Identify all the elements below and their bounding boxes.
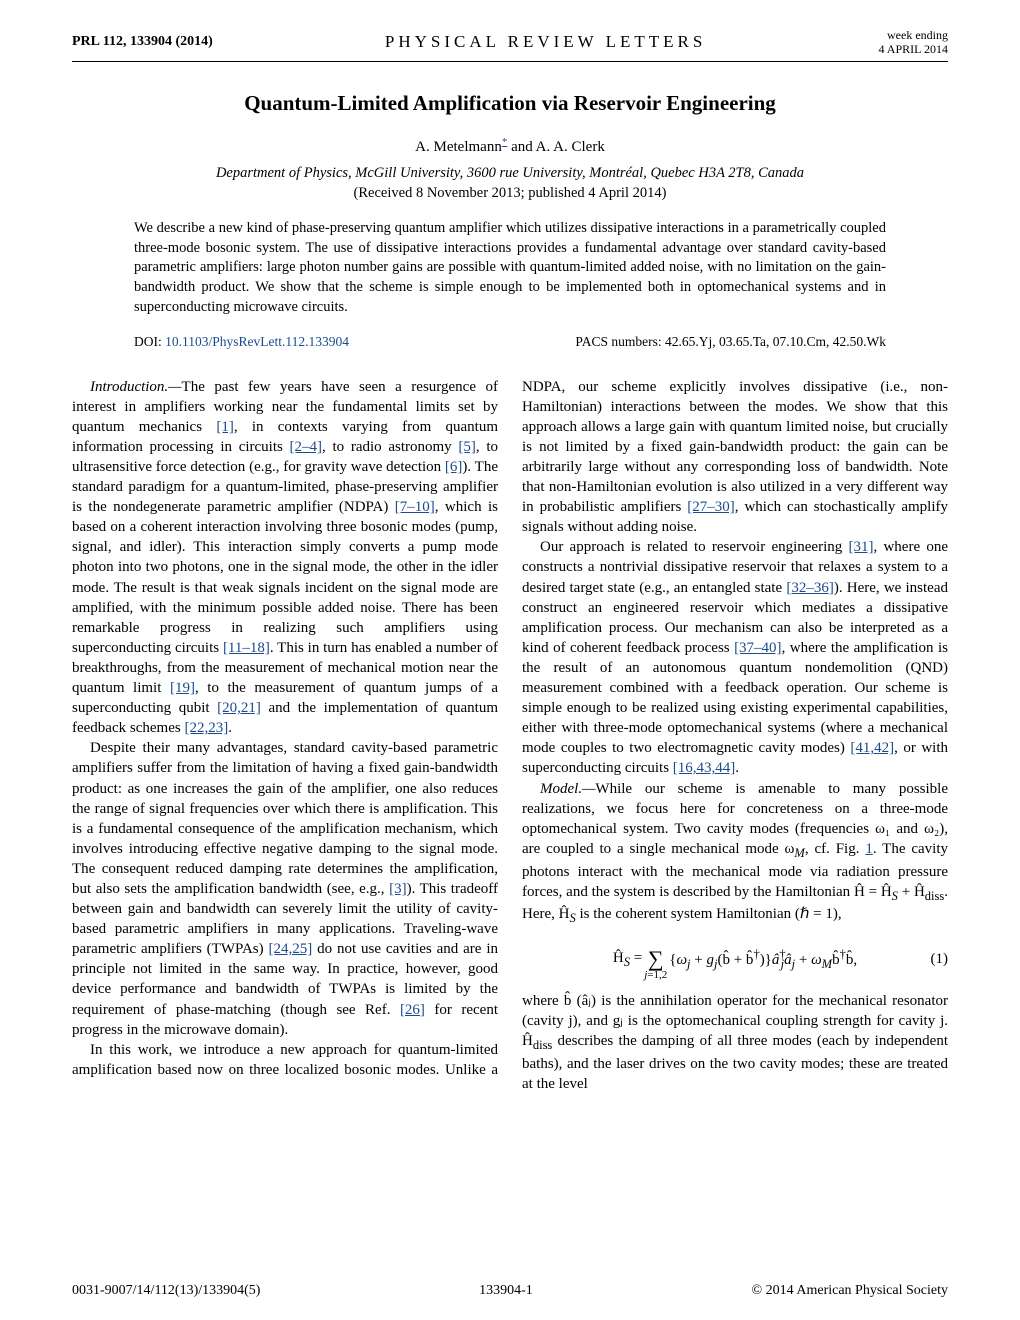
- doi: DOI: 10.1103/PhysRevLett.112.133904: [134, 333, 349, 351]
- citation-link[interactable]: [3]: [389, 881, 407, 897]
- citation-link[interactable]: [2–4]: [290, 439, 323, 455]
- header-prl-id: PRL 112, 133904 (2014): [72, 33, 213, 51]
- section-model: Model.—: [540, 781, 595, 797]
- citation-link[interactable]: [24,25]: [269, 941, 313, 957]
- citation-link[interactable]: [22,23]: [184, 720, 228, 736]
- doi-link[interactable]: 10.1103/PhysRevLett.112.133904: [165, 334, 349, 349]
- citation-link[interactable]: [31]: [848, 539, 873, 555]
- affiliation: Department of Physics, McGill University…: [72, 164, 948, 183]
- journal-name: PHYSICAL REVIEW LETTERS: [213, 31, 879, 53]
- citation-link[interactable]: [37–40]: [734, 640, 782, 656]
- article-title: Quantum-Limited Amplification via Reserv…: [72, 90, 948, 117]
- hamiltonian-inline: Ĥ = ĤS + Ĥdiss: [854, 884, 944, 900]
- figure-link[interactable]: 1: [865, 841, 873, 857]
- page-footer: 0031-9007/14/112(13)/133904(5) 133904-1 …: [72, 1282, 948, 1300]
- citation-link[interactable]: [27–30]: [687, 499, 735, 515]
- equation-number: (1): [931, 949, 949, 969]
- footer-copyright: © 2014 American Physical Society: [751, 1282, 948, 1300]
- header-date: week ending 4 APRIL 2014: [878, 28, 948, 57]
- abstract: We describe a new kind of phase-preservi…: [134, 219, 886, 317]
- body-columns: Introduction.—The past few years have se…: [72, 377, 948, 1095]
- doi-pacs-row: DOI: 10.1103/PhysRevLett.112.133904 PACS…: [134, 333, 886, 351]
- footer-page-number: 133904-1: [479, 1282, 533, 1300]
- paragraph-reservoir: Our approach is related to reservoir eng…: [522, 537, 948, 778]
- citation-link[interactable]: [26]: [400, 1002, 425, 1018]
- citation-link[interactable]: [5]: [458, 439, 476, 455]
- hamiltonian-s-inline: ĤS: [559, 906, 576, 922]
- paragraph-intro: Introduction.—The past few years have se…: [72, 377, 498, 739]
- equation-1: ĤS = ∑j=1,2 {ωj + gj(b̂ + b̂†)}â†jâj + ω…: [522, 937, 948, 981]
- citation-link[interactable]: [19]: [170, 680, 195, 696]
- citation-link[interactable]: [1]: [216, 419, 234, 435]
- citation-link[interactable]: [32–36]: [786, 580, 834, 596]
- paragraph-operators: where b̂ (âⱼ) is the annihilation operat…: [522, 991, 948, 1094]
- citation-link[interactable]: [6]: [445, 459, 463, 475]
- citation-link[interactable]: [20,21]: [217, 700, 261, 716]
- h-diss-inline: Ĥdiss: [522, 1033, 552, 1049]
- pacs-numbers: PACS numbers: 42.65.Yj, 03.65.Ta, 07.10.…: [575, 333, 886, 351]
- paragraph-model: Model.—While our scheme is amenable to m…: [522, 779, 948, 928]
- citation-link[interactable]: [41,42]: [850, 740, 894, 756]
- running-header: PRL 112, 133904 (2014) PHYSICAL REVIEW L…: [72, 28, 948, 62]
- footer-issn: 0031-9007/14/112(13)/133904(5): [72, 1282, 260, 1300]
- citation-link[interactable]: [16,43,44]: [673, 760, 736, 776]
- author-list: A. Metelmann* and A. A. Clerk: [72, 135, 948, 158]
- article-dates: (Received 8 November 2013; published 4 A…: [72, 184, 948, 203]
- paragraph-gain-bandwidth: Despite their many advantages, standard …: [72, 738, 498, 1039]
- section-introduction: Introduction.—: [90, 379, 182, 395]
- citation-link[interactable]: [11–18]: [223, 640, 270, 656]
- citation-link[interactable]: [7–10]: [395, 499, 435, 515]
